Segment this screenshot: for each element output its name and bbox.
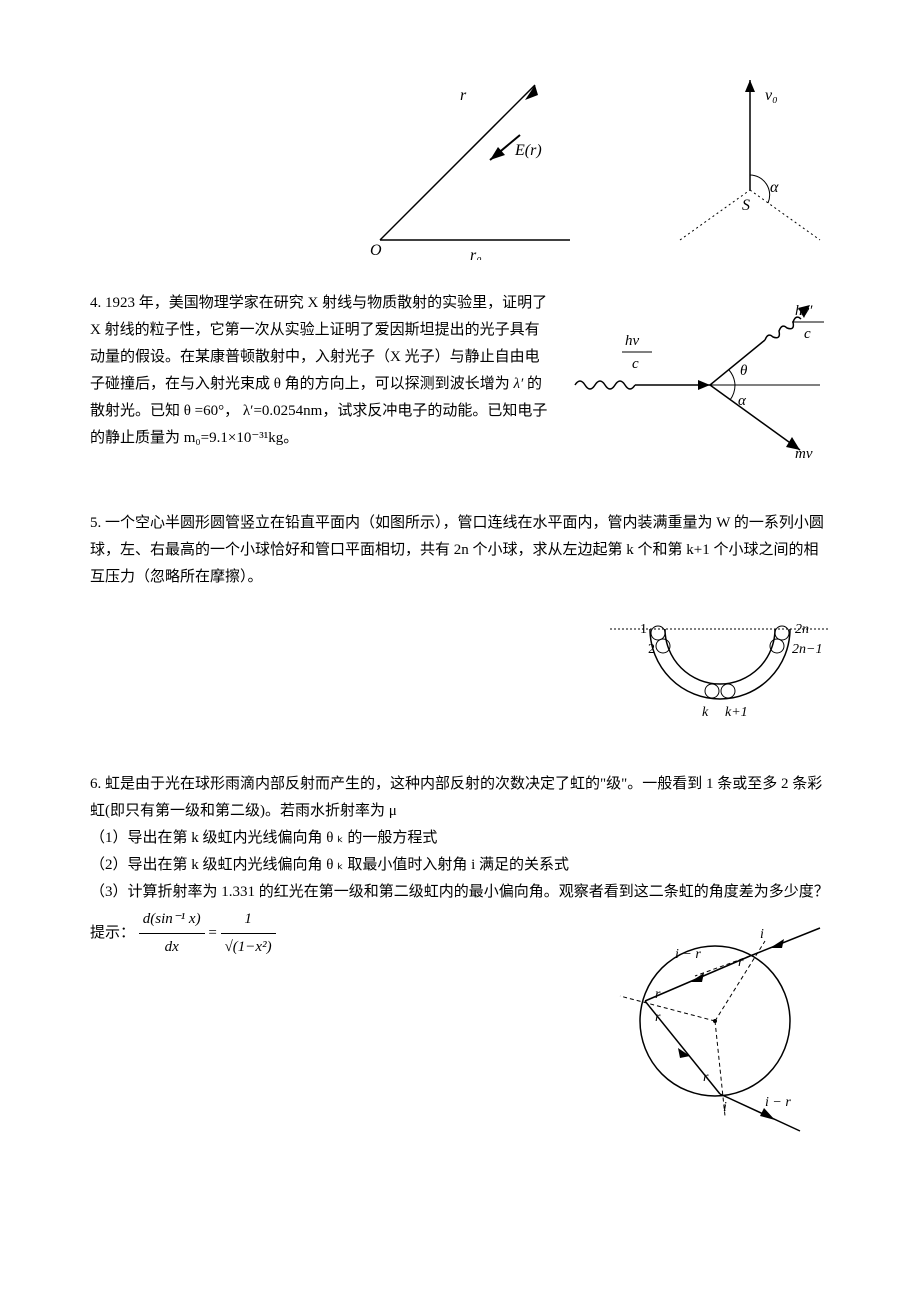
lbl-r4: r [703,1070,709,1085]
label-2n1: 2n−1 [792,642,822,657]
p6-part2: （2）导出在第 k 级虹内光线偏向角 θ ₖ 取最小值时入射角 i 满足的关系式 [90,852,830,879]
lbl-i1: i [760,927,764,942]
label-theta: θ [740,363,748,379]
p4-lambda: λ′ [513,376,523,392]
problem-4: 4. 1923 年，美国物理学家在研究 X 射线与物质散射的实验里，证明了 X … [90,290,830,470]
fig-compton: hν c hν′ c θ α mv [570,290,830,470]
p6-part1: （1）导出在第 k 级虹内光线偏向角 θ ₖ 的一般方程式 [90,825,830,852]
lbl-r3: r [655,1010,661,1025]
problem-6: 6. 虹是由于光在球形雨滴内部反射而产生的，这种内部反射的次数决定了虹的"级"。… [90,771,830,1136]
p6-hint: 提示： d(sin⁻¹ x) dx = 1 √(1−x²) [90,906,276,961]
lbl-i2: i [723,1100,727,1115]
problem-4-text: 4. 1923 年，美国物理学家在研究 X 射线与物质散射的实验里，证明了 X … [90,290,550,452]
label-O: O [370,242,382,259]
hint-den: dx [139,934,205,961]
fig-velocity: S v₀ α [670,60,830,260]
p6-part3: （3）计算折射率为 1.331 的红光在第一级和第二级虹内的最小偏向角。观察者看… [90,879,830,906]
label-2n: 2n [795,622,809,637]
label-Er: E(r) [514,142,542,159]
label-2: 2 [648,642,655,657]
hint-label: 提示： [90,925,135,941]
problem-5: 5. 一个空心半圆形圆管竖立在铅直平面内（如图所示），管口连线在水平面内，管内装… [90,510,830,731]
label-S: S [742,197,750,214]
label-alpha2: α [738,393,747,409]
label-alpha: α [770,179,779,196]
top-figures-row: O r₀ r E(r) S v₀ α [90,60,830,260]
fig-semicircle-tube: 1 2 2n 2n−1 k k+1 [90,611,830,731]
label-mv: mv [795,446,813,462]
label-1: 1 [640,622,647,637]
label-hv: hν [625,333,640,349]
fig-rainbow-drop: i r i − r r r r i i − r [600,906,830,1136]
label-v0: v₀ [765,87,778,104]
p6-intro: 6. 虹是由于光在球形雨滴内部反射而产生的，这种内部反射的次数决定了虹的"级"。… [90,771,830,825]
label-c2: c [804,326,811,342]
label-r0: r₀ [470,247,482,260]
lbl-r1: r [738,955,744,970]
fig-vector-field: O r₀ r E(r) [370,60,630,260]
hint-num: d(sin⁻¹ x) [139,906,205,934]
hint-rnum: 1 [221,906,276,934]
lbl-ir2: i − r [765,1095,791,1110]
label-r: r [460,87,467,104]
problem-5-text: 5. 一个空心半圆形圆管竖立在铅直平面内（如图所示），管口连线在水平面内，管内装… [90,510,830,591]
label-c1: c [632,356,639,372]
label-hvp: hν′ [795,303,813,319]
lbl-ir1: i − r [675,947,701,962]
label-k1: k+1 [725,705,748,720]
p4-intro: 4. 1923 年，美国物理学家在研究 X 射线与物质散射的实验里，证明了 X … [90,295,547,392]
label-k: k [702,705,709,720]
hint-rden: √(1−x²) [221,934,276,961]
lbl-r2: r [655,987,661,1002]
